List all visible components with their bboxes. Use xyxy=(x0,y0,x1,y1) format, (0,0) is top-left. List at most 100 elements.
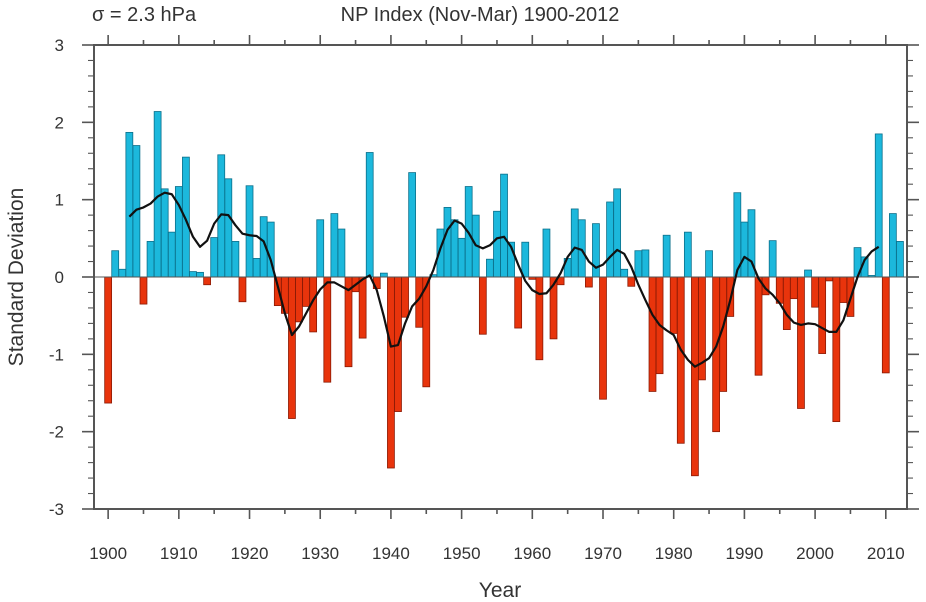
bar-1956 xyxy=(500,173,508,278)
bar-1901 xyxy=(111,250,120,278)
bar-1942 xyxy=(401,276,409,318)
bar-1915 xyxy=(210,237,219,278)
bar-1999 xyxy=(804,269,812,278)
bar-1990 xyxy=(740,221,749,278)
bar-2004 xyxy=(839,276,848,303)
bar-1986 xyxy=(712,276,720,433)
x-axis-label: Year xyxy=(479,579,521,602)
bar-1940 xyxy=(387,276,395,469)
bar-1985 xyxy=(705,250,713,278)
bar-1974 xyxy=(627,276,636,287)
bar-1902 xyxy=(118,268,127,278)
bar-1919 xyxy=(238,276,247,303)
y-tick-label: 2 xyxy=(55,113,64,132)
x-tick-label: 2010 xyxy=(867,544,905,563)
bar-1926 xyxy=(288,276,296,419)
y-tick-label: 1 xyxy=(55,191,64,210)
bar-1903 xyxy=(125,131,134,278)
chart-subtitle: σ = 2.3 hPa xyxy=(92,4,197,26)
bar-1954 xyxy=(486,258,494,278)
y-tick-label: -2 xyxy=(49,423,64,442)
bar-1970 xyxy=(599,276,607,400)
x-tick-label: 1910 xyxy=(160,544,198,563)
bar-1968 xyxy=(585,276,593,288)
bar-1983 xyxy=(691,276,699,477)
x-tick-label: 1940 xyxy=(372,544,410,563)
x-tick-label: 1970 xyxy=(584,544,622,563)
bar-1933 xyxy=(337,228,346,278)
bar-1971 xyxy=(606,201,614,278)
bar-1917 xyxy=(224,178,233,278)
bar-1921 xyxy=(252,258,261,278)
bar-2009 xyxy=(874,133,883,278)
bar-2003 xyxy=(832,276,841,423)
bar-1936 xyxy=(358,276,367,339)
y-tick-label: -3 xyxy=(49,500,64,519)
bar-1918 xyxy=(231,241,240,278)
bar-1949 xyxy=(450,219,459,278)
bar-1948 xyxy=(443,206,452,278)
bar-series xyxy=(104,111,904,477)
bar-1928 xyxy=(302,276,310,307)
bar-1953 xyxy=(478,276,487,335)
bar-1937 xyxy=(365,152,374,278)
smoothed-line xyxy=(128,191,880,368)
bar-1973 xyxy=(620,268,629,278)
y-tick-label: -1 xyxy=(49,345,64,364)
bar-1982 xyxy=(683,231,692,278)
x-tick-label: 1920 xyxy=(231,544,269,563)
bar-1959 xyxy=(521,241,530,278)
bar-1913 xyxy=(196,271,204,278)
bar-1909 xyxy=(167,231,176,278)
bar-2000 xyxy=(811,276,819,308)
bar-1969 xyxy=(592,223,600,278)
bar-1976 xyxy=(641,249,650,278)
bar-1905 xyxy=(139,276,148,305)
bar-1961 xyxy=(535,276,544,361)
x-tick-label: 1960 xyxy=(513,544,551,563)
y-tick-labels: 3 2 1 0 -1 -2 -3 xyxy=(49,36,64,519)
bar-2010 xyxy=(881,276,890,374)
bar-1962 xyxy=(542,228,551,278)
x-tick-label: 1900 xyxy=(89,544,127,563)
x-tick-label: 1980 xyxy=(655,544,693,563)
bar-1992 xyxy=(754,276,763,376)
bar-1939 xyxy=(379,272,388,278)
bar-1997 xyxy=(790,276,798,300)
y-tick-label: 3 xyxy=(55,36,64,55)
bar-1950 xyxy=(457,237,466,278)
bar-1912 xyxy=(189,271,197,278)
bar-1966 xyxy=(570,208,579,278)
bar-1920 xyxy=(245,185,254,278)
bar-1977 xyxy=(648,276,657,392)
bar-1972 xyxy=(613,188,622,278)
x-tick-label: 1990 xyxy=(725,544,763,563)
x-tick-label: 1930 xyxy=(301,544,339,563)
bar-1930 xyxy=(316,219,325,278)
bar-1927 xyxy=(295,276,303,323)
bar-1931 xyxy=(323,276,332,383)
bar-1975 xyxy=(634,250,643,278)
bar-1994 xyxy=(768,240,777,278)
x-tick-label: 2000 xyxy=(796,544,834,563)
bar-1914 xyxy=(203,276,211,286)
bar-1943 xyxy=(408,172,417,278)
bar-1979 xyxy=(662,234,671,278)
x-tick-label: 1950 xyxy=(443,544,481,563)
bar-2002 xyxy=(825,276,834,282)
bar-1955 xyxy=(493,210,501,278)
bar-2001 xyxy=(818,276,827,354)
bar-1932 xyxy=(330,213,339,278)
bar-1981 xyxy=(676,276,685,444)
plot-frame xyxy=(82,35,919,519)
bar-2012 xyxy=(896,241,904,278)
y-tick-label: 0 xyxy=(55,268,64,287)
bar-1958 xyxy=(514,276,523,329)
bar-1998 xyxy=(797,276,805,409)
bar-1908 xyxy=(160,188,169,278)
bar-1996 xyxy=(782,276,791,330)
bar-1906 xyxy=(146,241,155,278)
bar-1945 xyxy=(422,276,431,388)
bar-1980 xyxy=(669,276,678,334)
